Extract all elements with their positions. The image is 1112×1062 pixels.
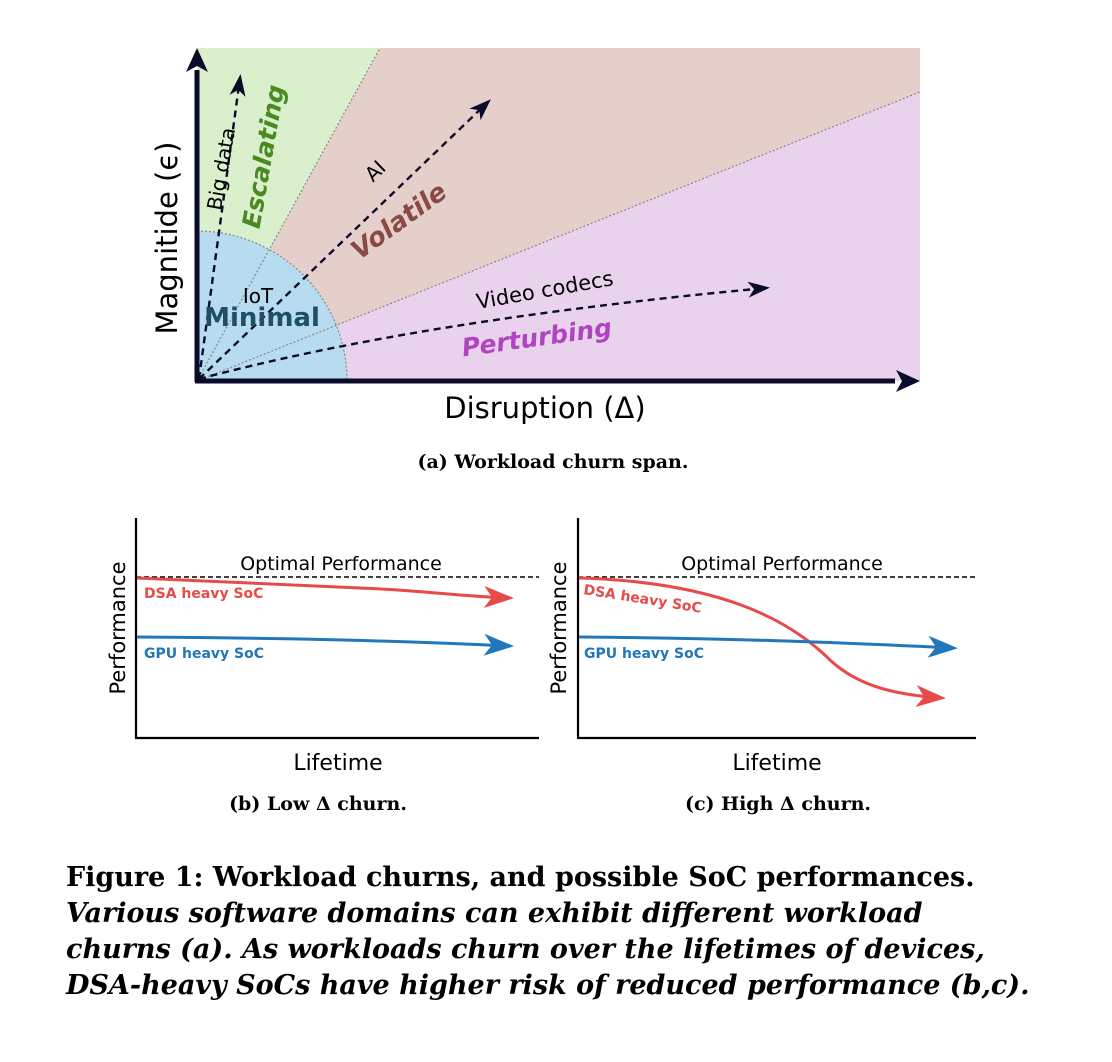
b-optimal-label: Optimal Performance — [240, 553, 442, 575]
b-gpu-curve — [136, 633, 514, 656]
boundary-volatile-perturbing — [196, 91, 921, 382]
arrow-video-codecs — [198, 281, 770, 381]
b-y-label: Performance — [106, 561, 130, 694]
b-gpu-label: GPU heavy SoC — [144, 646, 264, 662]
figure-caption-line-1: Various software domains can exhibit dif… — [66, 898, 923, 929]
c-dsa-label: DSA heavy SoC — [582, 582, 702, 616]
x-axis-label: Disruption (Δ) — [444, 391, 645, 425]
panel-b: Optimal Performance DSA heavy SoC GPU he… — [106, 518, 539, 815]
figure-caption-line-2: churns (a). As workloads churn over the … — [66, 934, 985, 965]
caption-c: (c) High Δ churn. — [685, 793, 871, 815]
b-x-label: Lifetime — [293, 751, 382, 776]
y-axis-arrowhead-icon — [186, 48, 208, 72]
b-dsa-curve — [136, 576, 514, 609]
boundary-escalating-volatile — [196, 47, 381, 382]
arrow-big-data — [197, 74, 246, 380]
figure-caption: Figure 1: Workload churns, and possible … — [66, 860, 1046, 1004]
caption-a: (a) Workload churn span. — [417, 451, 688, 473]
caption-b: (b) Low Δ churn. — [229, 793, 407, 815]
b-dsa-label: DSA heavy SoC — [144, 586, 263, 602]
y-axis-label: Magnitide (ϵ) — [150, 141, 184, 334]
label-minimal: Minimal — [204, 303, 320, 333]
figure-caption-line-3: DSA-heavy SoCs have higher risk of reduc… — [66, 970, 1030, 1001]
figure-caption-title: Figure 1: Workload churns, and possible … — [66, 862, 975, 893]
arrow-ai — [198, 99, 491, 380]
panel-a: Big data AI IoT Video codecs Minimal Esc… — [150, 47, 921, 473]
c-x-label: Lifetime — [732, 751, 821, 776]
boundary-minimal — [196, 230, 348, 382]
c-optimal-label: Optimal Performance — [681, 553, 883, 575]
x-axis-arrowhead-icon — [896, 370, 920, 392]
c-gpu-label: GPU heavy SoC — [584, 646, 704, 662]
c-dsa-curve — [578, 576, 946, 708]
panel-c: Optimal Performance DSA heavy SoC GPU he… — [547, 518, 976, 815]
c-gpu-curve — [578, 635, 958, 658]
region-volatile — [197, 48, 920, 381]
label-iot: IoT — [243, 284, 274, 308]
c-y-label: Performance — [547, 561, 571, 694]
